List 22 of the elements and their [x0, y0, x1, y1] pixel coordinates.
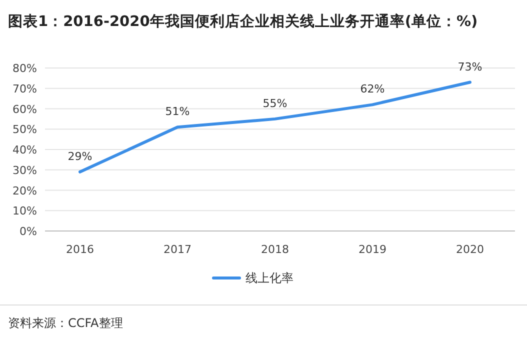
y-tick-label: 60% — [12, 102, 37, 116]
x-tick-label: 2017 — [164, 243, 192, 256]
y-tick-label: 50% — [12, 123, 37, 136]
x-tick-label: 2020 — [456, 243, 484, 256]
x-tick-label: 2016 — [66, 243, 94, 256]
text: 62% — [360, 82, 385, 96]
y-tick-label: 0% — [20, 225, 37, 238]
y-tick-label: 70% — [12, 82, 37, 96]
x-tick-label: 2018 — [261, 243, 289, 256]
y-tick-label: 40% — [12, 144, 37, 156]
chart-title: 图表1：2016-2020年我国便利店企业相关线上业务开通率(单位：%) — [8, 12, 478, 30]
text: 73% — [458, 60, 482, 74]
legend-label: 线上化率 — [246, 271, 294, 285]
text: 29% — [68, 150, 92, 163]
y-tick-label: 80% — [12, 62, 37, 75]
y-tick-label: 30% — [12, 164, 37, 177]
text: 55% — [262, 96, 288, 110]
y-tick-label: 10% — [12, 204, 37, 218]
y-tick-label: 20% — [12, 184, 37, 198]
text: 资料来源：CCFA整理 — [8, 316, 123, 330]
text: 51% — [165, 105, 190, 118]
x-tick-label: 2019 — [358, 243, 386, 256]
